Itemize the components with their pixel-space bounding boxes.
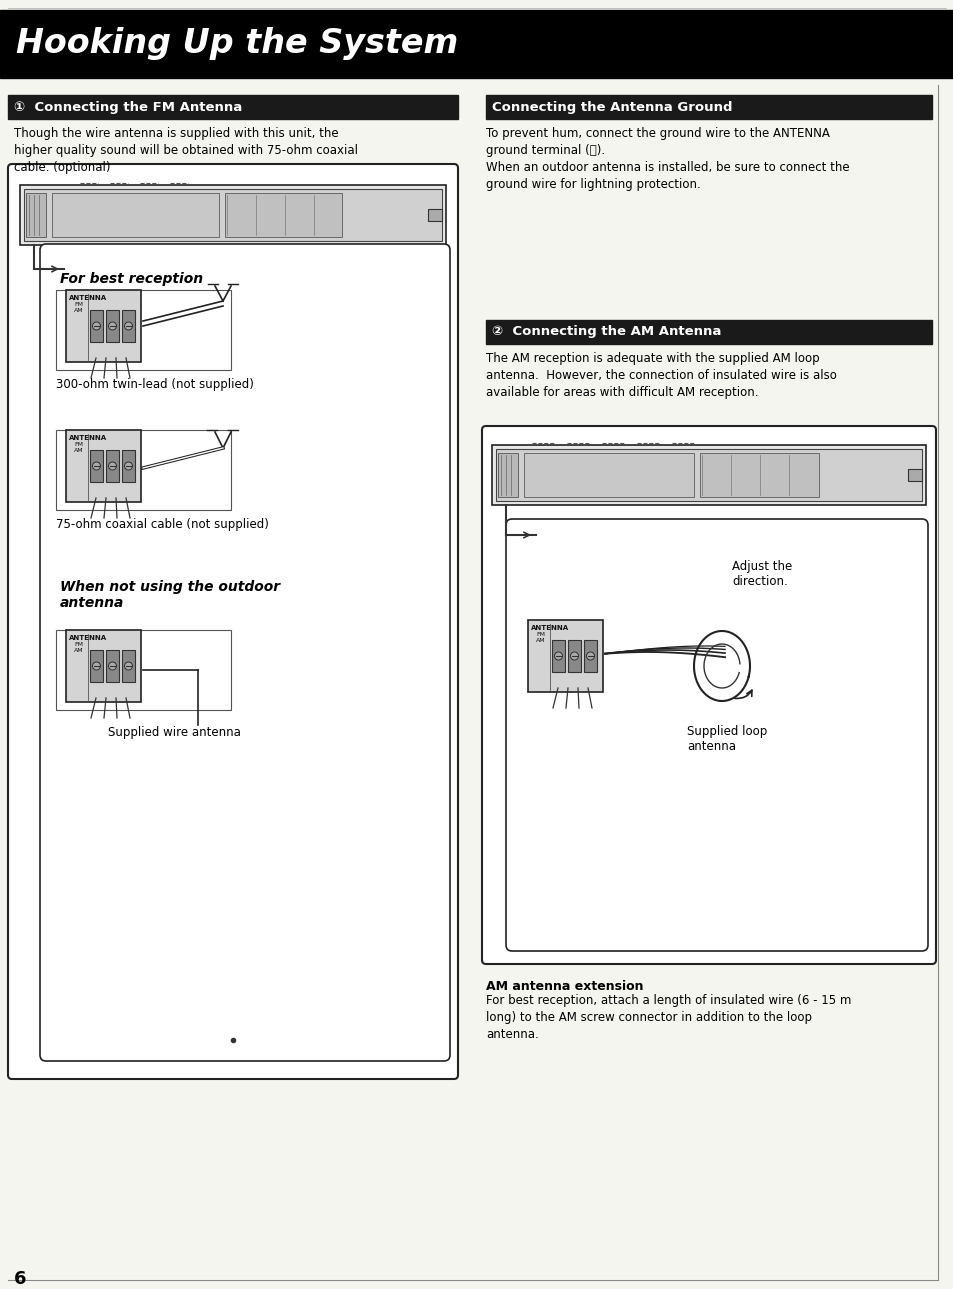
Bar [90,450,103,482]
Bar [90,309,103,342]
Bar [485,320,931,344]
Bar [66,431,141,501]
FancyBboxPatch shape [40,244,450,1061]
Bar [225,193,341,237]
Text: ANTENNA: ANTENNA [69,635,107,641]
Text: FM: FM [74,442,83,447]
Text: AM: AM [74,648,84,654]
Circle shape [125,461,132,470]
Bar [20,186,446,245]
Bar [492,445,925,505]
Bar [106,309,119,342]
Circle shape [125,322,132,330]
Bar [52,193,219,237]
Text: 75-ohm coaxial cable (not supplied): 75-ohm coaxial cable (not supplied) [56,518,269,531]
Text: Though the wire antenna is supplied with this unit, the
higher quality sound wil: Though the wire antenna is supplied with… [14,128,357,174]
Bar [523,452,693,498]
Circle shape [586,652,594,660]
Circle shape [92,322,100,330]
Circle shape [92,461,100,470]
Circle shape [109,322,116,330]
Text: FM: FM [74,642,83,647]
Bar [583,641,597,672]
Bar [497,452,517,498]
Bar [485,95,931,119]
Text: AM: AM [74,449,84,452]
FancyBboxPatch shape [8,164,457,1079]
Bar [552,641,564,672]
Text: AM antenna extension: AM antenna extension [485,980,643,993]
Text: When not using the outdoor
antenna: When not using the outdoor antenna [60,580,280,610]
Bar [66,290,141,362]
Bar [26,193,46,237]
Bar [567,641,580,672]
Text: FM: FM [536,632,544,637]
Text: ANTENNA: ANTENNA [69,295,107,302]
Bar [90,650,103,682]
Circle shape [570,652,578,660]
Text: Adjust the
direction.: Adjust the direction. [731,559,791,588]
Bar [24,189,441,241]
Bar [700,452,818,498]
Text: FM: FM [74,302,83,307]
Circle shape [109,663,116,670]
Bar [66,630,141,703]
Bar [122,309,135,342]
Text: ①  Connecting the FM Antenna: ① Connecting the FM Antenna [14,101,242,113]
Bar [8,95,457,119]
Text: AM: AM [536,638,545,643]
Circle shape [92,663,100,670]
Text: AM: AM [74,308,84,313]
Bar [106,450,119,482]
Text: The AM reception is adequate with the supplied AM loop
antenna.  However, the co: The AM reception is adequate with the su… [485,352,836,400]
Circle shape [109,461,116,470]
Text: Hooking Up the System: Hooking Up the System [16,27,457,61]
Text: To prevent hum, connect the ground wire to the ANTENNA
ground terminal (⨣).
When: To prevent hum, connect the ground wire … [485,128,849,191]
Bar [428,209,441,220]
Circle shape [125,663,132,670]
Bar [907,469,921,481]
Bar [0,10,953,79]
Bar [122,450,135,482]
Bar [56,431,231,510]
Text: Supplied loop
antenna: Supplied loop antenna [686,724,766,753]
Text: Supplied wire antenna: Supplied wire antenna [108,726,240,739]
FancyBboxPatch shape [505,519,927,951]
Circle shape [554,652,562,660]
FancyBboxPatch shape [481,425,935,964]
Text: ANTENNA: ANTENNA [69,434,107,441]
Text: 300-ohm twin-lead (not supplied): 300-ohm twin-lead (not supplied) [56,378,253,391]
Bar [106,650,119,682]
Bar [122,650,135,682]
Text: Connecting the Antenna Ground: Connecting the Antenna Ground [492,101,732,113]
Bar [496,449,921,501]
Bar [56,630,231,710]
Text: ANTENNA: ANTENNA [531,625,569,632]
Text: For best reception: For best reception [60,272,203,286]
Text: ②  Connecting the AM Antenna: ② Connecting the AM Antenna [492,326,720,339]
Text: 6: 6 [14,1270,27,1288]
Bar [527,620,602,692]
Bar [56,290,231,370]
Text: For best reception, attach a length of insulated wire (6 - 15 m
long) to the AM : For best reception, attach a length of i… [485,994,850,1042]
